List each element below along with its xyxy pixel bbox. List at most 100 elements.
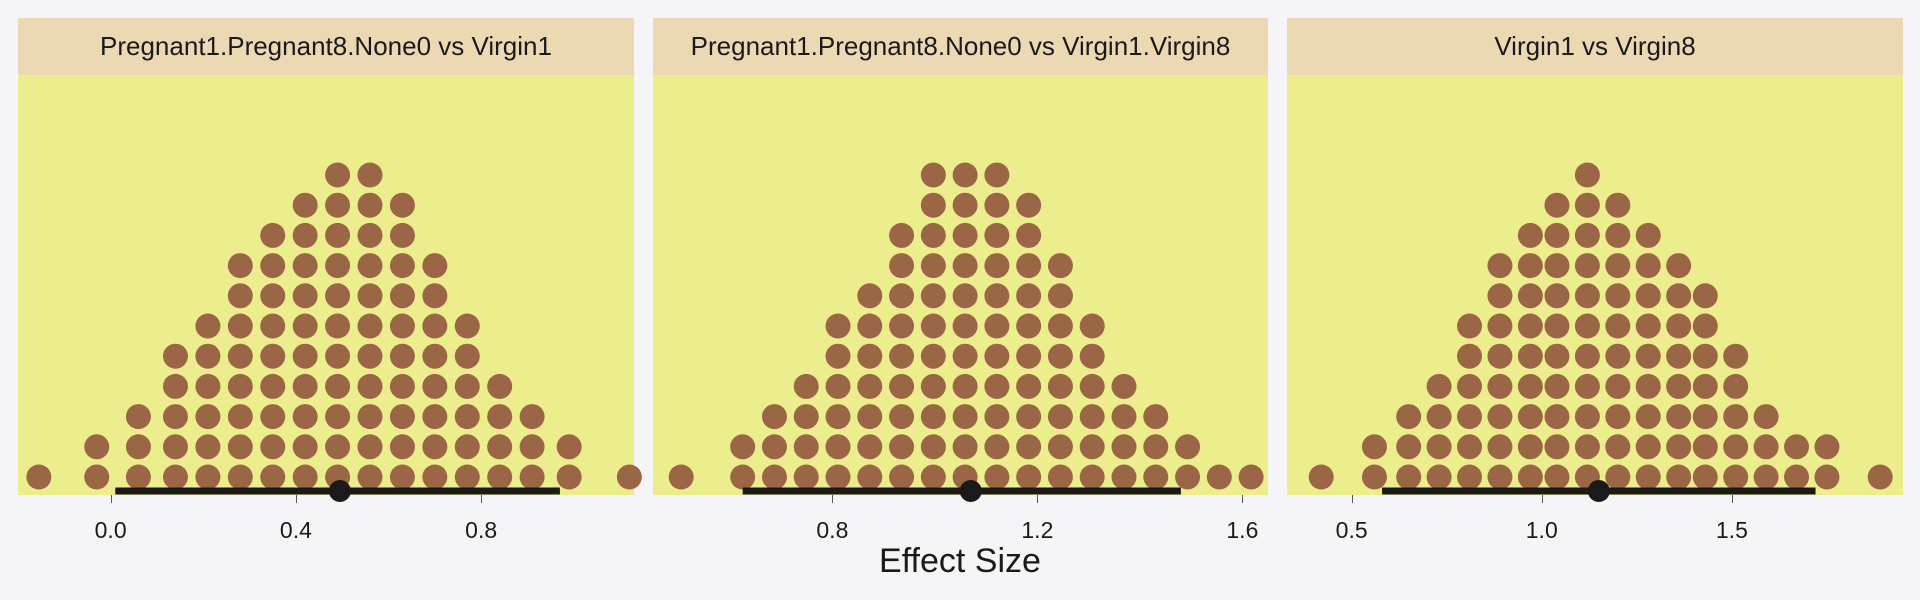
sample-dot [1143,404,1169,430]
sample-dot [984,343,1010,369]
sample-dot [1574,373,1600,399]
sample-dot [487,404,513,430]
sample-dot [889,253,915,279]
sample-dot [889,283,915,309]
sample-dot [857,464,883,490]
sample-dot [1111,464,1137,490]
sample-dot [1047,343,1073,369]
facet-title: Pregnant1.Pregnant8.None0 vs Virgin1 [18,18,634,75]
sample-dot [325,283,351,309]
sample-dot [325,404,351,430]
sample-dot [389,434,415,460]
sample-dot [952,343,978,369]
sample-dot [1666,313,1692,339]
sample-dot [1574,343,1600,369]
sample-dot [1605,283,1631,309]
sample-dot [1426,434,1452,460]
sample-dot [1487,464,1513,490]
sample-dot [292,313,318,339]
sample-dot [1517,313,1543,339]
sample-dot [292,343,318,369]
sample-dot [260,313,286,339]
sample-dot [1047,253,1073,279]
x-tick-label: 0.5 [1335,517,1368,543]
sample-dot [1047,434,1073,460]
sample-dot [793,373,819,399]
sample-dot [1047,404,1073,430]
sample-dot [487,434,513,460]
sample-dot [1361,464,1387,490]
sample-dot [1692,343,1718,369]
sample-dot [1544,283,1570,309]
sample-dot [1016,434,1042,460]
sample-dot [357,162,383,188]
sample-dot [1666,283,1692,309]
plot-area [18,75,642,502]
sample-dot [389,222,415,248]
sample-dot [292,434,318,460]
sample-dot [162,434,188,460]
sample-dot [1692,464,1718,490]
sample-dot [761,404,787,430]
sample-dot [357,434,383,460]
sample-dot [1666,253,1692,279]
sample-dot [952,373,978,399]
sample-dot [325,162,351,188]
sample-dot [1487,404,1513,430]
sample-dot [1016,253,1042,279]
sample-dot [889,313,915,339]
sample-dot [325,222,351,248]
sample-dot [1544,253,1570,279]
sample-dot [1517,283,1543,309]
sample-dot [125,404,151,430]
sample-dot [1605,404,1631,430]
sample-dot [357,404,383,430]
plot-area [653,75,1268,502]
sample-dot [825,404,851,430]
sample-dot [1016,373,1042,399]
sample-dot [920,373,946,399]
sample-dot [920,434,946,460]
sample-dot [952,404,978,430]
sample-dot [1457,464,1483,490]
sample-dot [920,162,946,188]
sample-dot [793,464,819,490]
sample-dot [389,192,415,218]
sample-dot [1666,434,1692,460]
sample-dot [1079,343,1105,369]
sample-dot [1517,373,1543,399]
x-axis-ticks: 0.8 1.2 1.6 [653,495,1268,565]
sample-dot [889,373,915,399]
sample-dot [793,404,819,430]
sample-dot [1635,373,1661,399]
sample-dot [1079,373,1105,399]
sample-dot [422,253,448,279]
sample-dot [260,283,286,309]
sample-dot [1175,434,1201,460]
sample-dot [1635,434,1661,460]
sample-dot [1605,464,1631,490]
sample-dot [1016,464,1042,490]
sample-dot [260,343,286,369]
sample-dot [920,404,946,430]
sample-dot [825,434,851,460]
sample-dot [357,283,383,309]
facet-title: Pregnant1.Pregnant8.None0 vs Virgin1.Vir… [653,18,1268,75]
sample-dot [1605,313,1631,339]
sample-dot [984,373,1010,399]
sample-dot [1517,434,1543,460]
sample-dot [292,464,318,490]
sample-dot [1047,464,1073,490]
sample-dot [1517,404,1543,430]
sample-dot [389,253,415,279]
x-tick-label: 1.2 [1021,517,1054,543]
sample-dot [952,192,978,218]
sample-dot [857,404,883,430]
sample-dot [1605,222,1631,248]
sample-dot [454,404,480,430]
sample-dot [616,464,642,490]
sample-dot [325,434,351,460]
sample-dot [292,253,318,279]
sample-dot [357,192,383,218]
sample-dot [1016,192,1042,218]
